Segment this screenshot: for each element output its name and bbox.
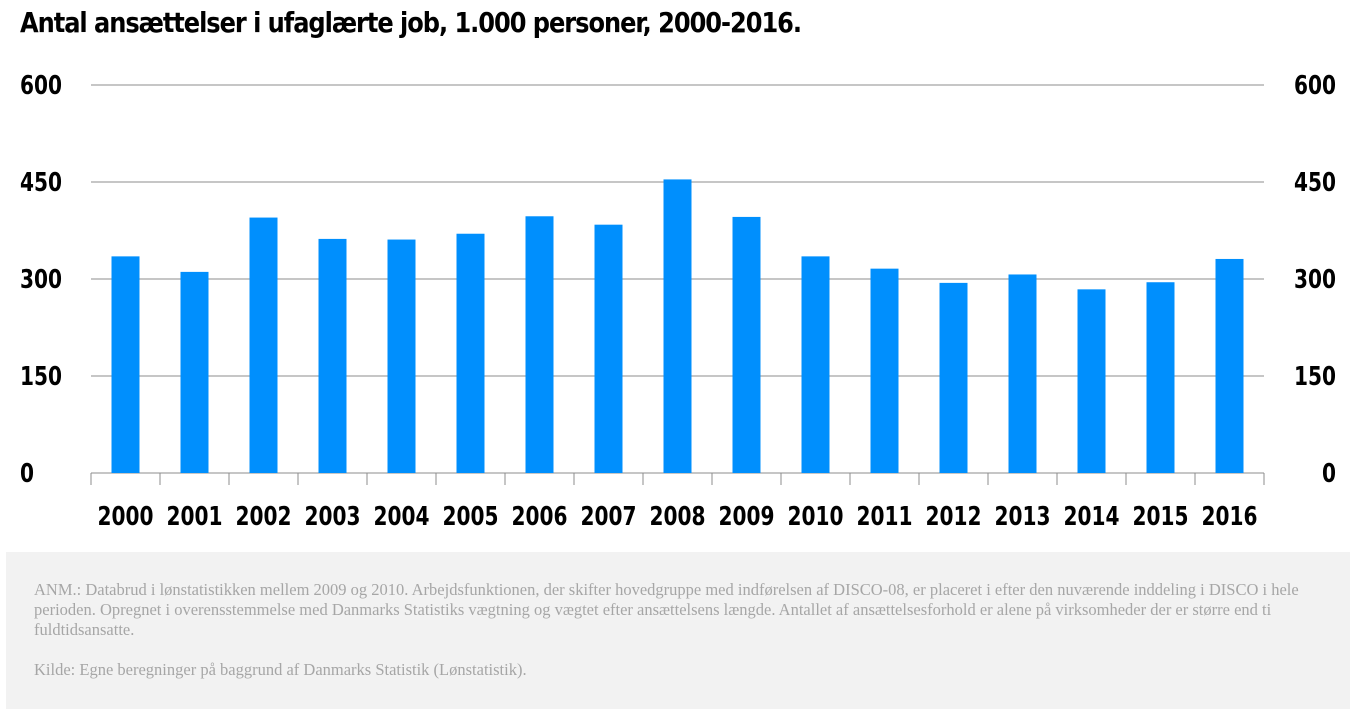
x-tick-label: 2008 [650, 502, 706, 532]
bar [249, 217, 278, 473]
chart-title: Antal ansættelser i ufaglærte job, 1.000… [20, 6, 802, 39]
x-tick-label: 2000 [98, 502, 154, 532]
bar [732, 216, 761, 474]
bar [525, 216, 554, 474]
y-tick-label-left: 300 [20, 265, 62, 295]
y-tick-label-right: 0 [1322, 459, 1336, 489]
y-tick-label-left: 450 [20, 168, 62, 198]
y-tick-label-left: 150 [20, 362, 62, 392]
bar [663, 179, 692, 473]
y-tick-label-right: 450 [1294, 168, 1336, 198]
x-tick-label: 2012 [926, 502, 982, 532]
bar-chart: 0 0 150 150 300 300 450 450 600 600 2000 2001 2002 20… [20, 71, 1336, 532]
x-tick-label: 2001 [167, 502, 223, 532]
bar [870, 268, 899, 473]
bar [387, 239, 416, 473]
bar [1215, 258, 1244, 473]
y-tick-label-left: 0 [20, 459, 34, 489]
bar [594, 224, 623, 473]
bar [1077, 289, 1106, 473]
x-tick-label: 2016 [1202, 502, 1258, 532]
footnote-text: ANM.: Databrud i lønstatistikken mellem … [34, 580, 1299, 639]
bar [111, 256, 140, 473]
bar [939, 282, 968, 473]
y-tick-label-right: 600 [1294, 71, 1336, 101]
x-tick-label: 2013 [995, 502, 1051, 532]
x-tick-label: 2006 [512, 502, 568, 532]
footnote-box: ANM.: Databrud i lønstatistikken mellem … [6, 552, 1350, 709]
bar [1008, 274, 1037, 473]
x-tick-label: 2010 [788, 502, 844, 532]
x-tick-label: 2007 [581, 502, 637, 532]
x-tick-label: 2009 [719, 502, 775, 532]
x-tick-label: 2003 [305, 502, 361, 532]
x-tick-label: 2011 [857, 502, 913, 532]
x-tick-label: 2014 [1064, 502, 1120, 532]
x-tick-label: 2005 [443, 502, 499, 532]
bar [318, 238, 347, 473]
y-tick-label-right: 150 [1294, 362, 1336, 392]
bar [456, 233, 485, 473]
bar [180, 271, 209, 473]
source-text: Kilde: Egne beregninger på baggrund af D… [34, 660, 527, 679]
x-tick-label: 2015 [1133, 502, 1189, 532]
x-tick-label: 2002 [236, 502, 292, 532]
y-tick-label-right: 300 [1294, 265, 1336, 295]
bar [801, 256, 830, 473]
x-tick-label: 2004 [374, 502, 430, 532]
y-tick-label-left: 600 [20, 71, 62, 101]
bar [1146, 282, 1175, 473]
